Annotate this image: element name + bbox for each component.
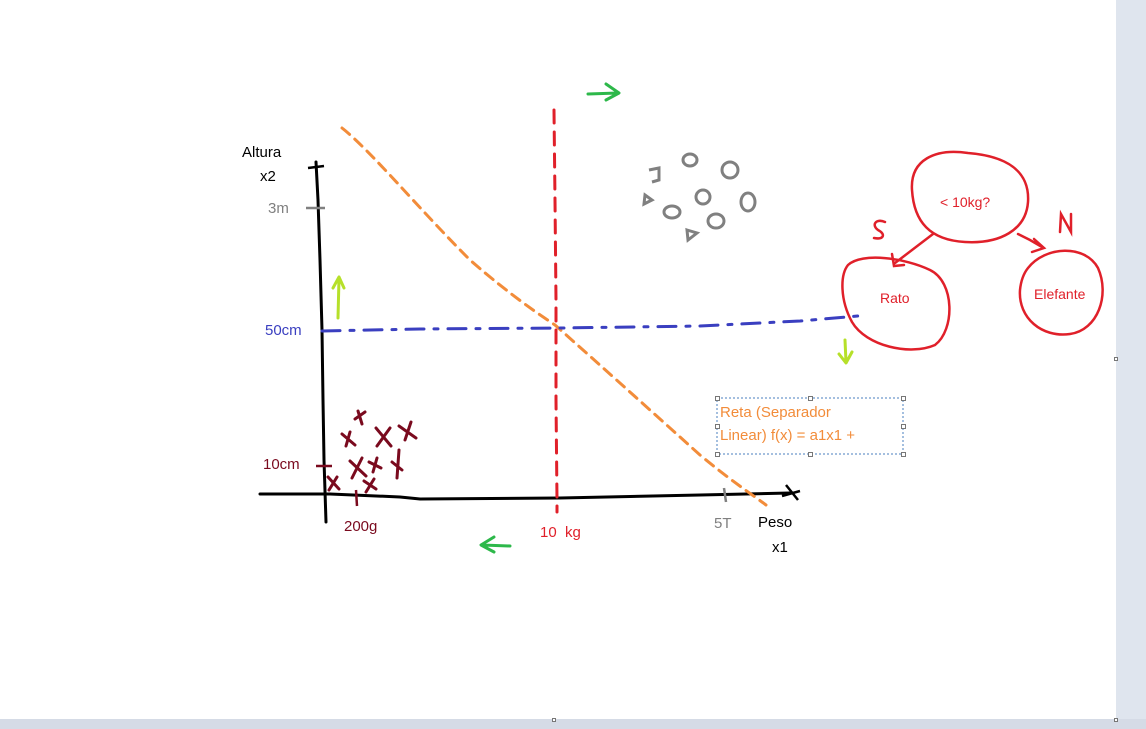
no-edge — [1016, 232, 1047, 254]
y-axis-top-cross — [307, 164, 325, 170]
textbox-handle-bl[interactable] — [715, 452, 720, 457]
tick-5T — [722, 487, 728, 503]
drawing-canvas[interactable] — [0, 0, 1116, 719]
red-threshold-line — [552, 108, 559, 514]
root-node-shape — [910, 150, 1030, 244]
x-axis-end-cross — [781, 484, 801, 501]
textbox-handle-mr[interactable] — [901, 424, 906, 429]
textbox-handle-br[interactable] — [901, 452, 906, 457]
textbox-handle-tm[interactable] — [808, 396, 813, 401]
y-axis-title: Altura — [242, 144, 282, 161]
canvas-resize-handle-right[interactable] — [1114, 357, 1118, 361]
textbox-line-1[interactable]: Reta (Separador — [720, 404, 831, 421]
textbox-handle-tr[interactable] — [901, 396, 906, 401]
elefante-node-shape — [1018, 249, 1104, 336]
blue-threshold-line — [320, 314, 860, 333]
tree-no-leaf-label: Elefante — [1034, 286, 1086, 302]
y-axis-var: x2 — [260, 168, 276, 185]
yes-branch-mark — [872, 219, 887, 240]
canvas-bottom-margin — [0, 719, 1146, 729]
x-tick-label-200g: 200g — [344, 518, 378, 535]
decision-tree — [841, 150, 1104, 351]
rato-node-shape — [841, 256, 951, 351]
canvas-resize-handle-corner[interactable] — [1114, 718, 1118, 722]
yes-edge — [890, 232, 935, 268]
y-axis — [314, 160, 328, 524]
dark-red-x-cluster — [326, 409, 418, 494]
orange-separator-line — [340, 126, 768, 507]
textbox-handle-ml[interactable] — [715, 424, 720, 429]
textbox-handle-tl[interactable] — [715, 396, 720, 401]
textbox-handle-bm[interactable] — [808, 452, 813, 457]
canvas-right-margin — [1116, 0, 1146, 729]
green-arrow-left — [479, 535, 512, 554]
y-tick-label-50cm: 50cm — [265, 322, 302, 339]
textbox-line-2[interactable]: Linear) f(x) = a1x1 + — [720, 427, 856, 444]
y-tick-label-10cm: 10cm — [263, 456, 300, 473]
x-tick-label-10kg: 10 kg — [540, 524, 581, 541]
x-axis — [258, 491, 792, 501]
yellow-arrow-up — [331, 275, 346, 320]
x-tick-label-5T: 5T — [714, 515, 732, 532]
yellow-arrow-down — [837, 338, 854, 365]
x-axis-var: x1 — [772, 539, 788, 556]
gray-circle-cluster — [642, 152, 757, 243]
green-arrow-right — [586, 82, 621, 102]
no-branch-mark — [1058, 209, 1073, 237]
x-axis-title: Peso — [758, 514, 793, 531]
tick-200g — [354, 489, 359, 507]
y-tick-label-3m: 3m — [268, 200, 289, 217]
canvas-resize-handle-bottom[interactable] — [552, 718, 556, 722]
tree-root-label: < 10kg? — [940, 194, 991, 210]
tree-yes-leaf-label: Rato — [880, 290, 910, 306]
